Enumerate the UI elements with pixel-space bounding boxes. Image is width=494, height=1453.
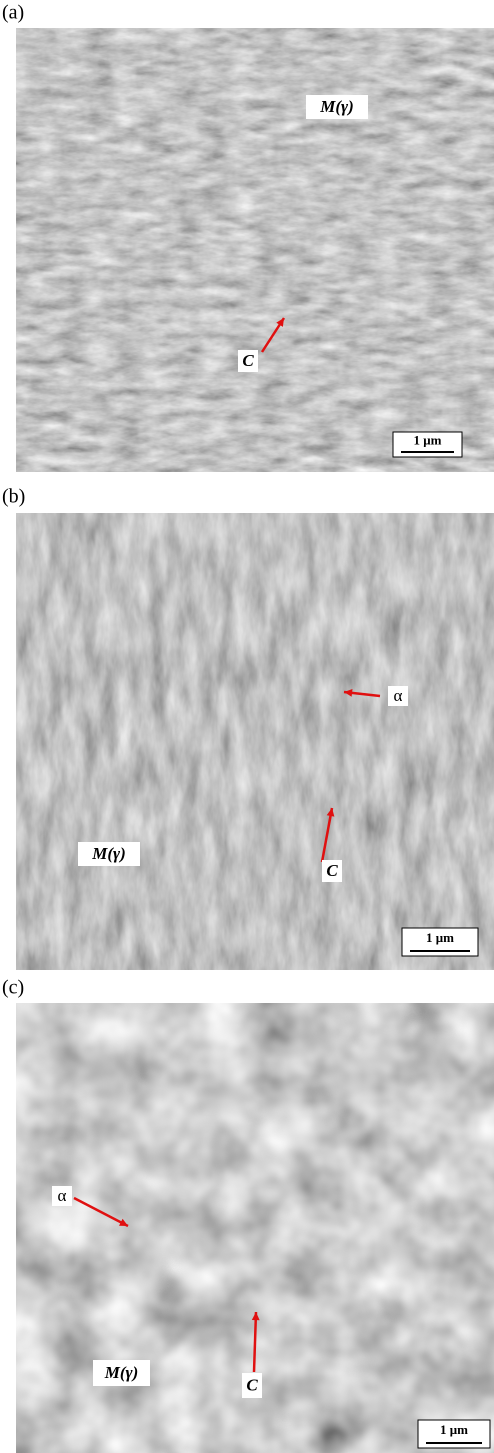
- scale-label: 1 μm: [440, 1422, 468, 1437]
- annotation: M(γ): [91, 844, 126, 863]
- annotation: α: [58, 1186, 67, 1205]
- panel: (c) α C M(γ) 1 μm: [2, 977, 494, 1453]
- scale-label: 1 μm: [426, 930, 454, 945]
- annotation: C: [246, 1375, 258, 1394]
- panel-label: (a): [2, 2, 24, 24]
- sem-image: [16, 28, 494, 472]
- annotation: M(γ): [104, 1363, 139, 1382]
- panel-label: (b): [2, 486, 25, 508]
- page: {"panels": [ {"label": "(a)", "annotatio…: [0, 0, 494, 1453]
- panel: (a) M(γ) C 1 μm: [2, 2, 494, 472]
- panel: (b) α C M(γ) 1 μm: [2, 486, 494, 970]
- sem-image: [16, 513, 494, 970]
- scale-label: 1 μm: [414, 432, 442, 447]
- panel-label: (c): [2, 977, 24, 999]
- figure: (a) M(γ) C 1 μm (b) α C M(γ) 1 μm (c) α C M(γ) 1 μm: [0, 0, 494, 1453]
- annotation: C: [242, 351, 254, 370]
- annotation: C: [326, 861, 338, 880]
- annotation: M(γ): [319, 97, 354, 116]
- annotation: α: [394, 686, 403, 705]
